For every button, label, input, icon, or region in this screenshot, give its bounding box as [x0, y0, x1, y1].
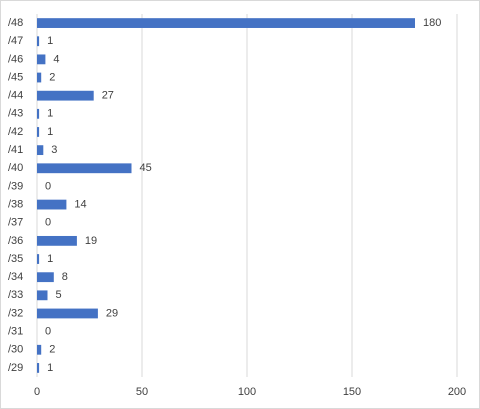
y-tick-label: /38: [8, 198, 23, 210]
y-tick-label: /30: [8, 344, 23, 356]
data-label: 4: [53, 53, 59, 65]
y-tick-label: /44: [8, 90, 23, 102]
data-label: 1: [47, 362, 53, 374]
y-tick-label: /35: [8, 253, 23, 265]
bar: [37, 308, 98, 319]
bar: [37, 254, 40, 264]
x-tick-label: 150: [343, 386, 361, 398]
data-label: 3: [51, 144, 57, 156]
y-tick-label: /32: [8, 307, 23, 319]
bar: [37, 108, 40, 119]
bar: [37, 235, 77, 246]
y-tick-label: /29: [8, 362, 23, 374]
bar: [37, 54, 46, 65]
y-tick-label: /41: [8, 144, 23, 156]
y-tick-label: /42: [8, 126, 23, 138]
data-label: 0: [45, 326, 51, 338]
bar: [37, 163, 132, 174]
bar: [37, 90, 94, 101]
data-label: 2: [49, 344, 55, 356]
y-tick-label: /48: [8, 17, 23, 29]
data-label: 1: [47, 35, 53, 47]
x-tick-label: 0: [34, 386, 40, 398]
bar: [37, 290, 48, 301]
x-tick-label: 200: [448, 386, 466, 398]
x-tick-label: 100: [238, 386, 256, 398]
data-label: 1: [47, 126, 53, 138]
data-label: 5: [56, 289, 62, 301]
bar: [37, 36, 40, 47]
data-label: 45: [140, 162, 152, 174]
data-label: 14: [74, 198, 86, 210]
y-tick-label: /33: [8, 289, 23, 301]
y-tick-label: /43: [8, 108, 23, 120]
data-label: 27: [102, 90, 114, 102]
y-tick-label: /40: [8, 162, 23, 174]
y-tick-label: /47: [8, 35, 23, 47]
bar: [37, 199, 67, 210]
data-label: 29: [106, 307, 118, 319]
y-tick-label: /39: [8, 180, 23, 192]
bar: [37, 344, 42, 355]
bar: [37, 127, 40, 137]
data-label: 0: [45, 180, 51, 192]
data-label: 1: [47, 253, 53, 265]
data-label: 0: [45, 217, 51, 229]
y-tick-label: /37: [8, 217, 23, 229]
data-label: 1: [47, 108, 53, 120]
y-tick-label: /34: [8, 271, 23, 283]
data-label: 180: [423, 17, 441, 29]
bar: [37, 145, 44, 156]
bar: [37, 72, 42, 83]
bar: [37, 18, 415, 28]
y-tick-label: /45: [8, 71, 23, 83]
y-tick-label: /46: [8, 53, 23, 65]
x-tick-label: 50: [136, 386, 148, 398]
bar: [37, 272, 54, 283]
y-tick-label: /36: [8, 235, 23, 247]
bar: [37, 363, 40, 373]
data-label: 2: [49, 71, 55, 83]
data-label: 8: [62, 271, 68, 283]
data-label: 19: [85, 235, 97, 247]
y-tick-label: /31: [8, 326, 23, 338]
